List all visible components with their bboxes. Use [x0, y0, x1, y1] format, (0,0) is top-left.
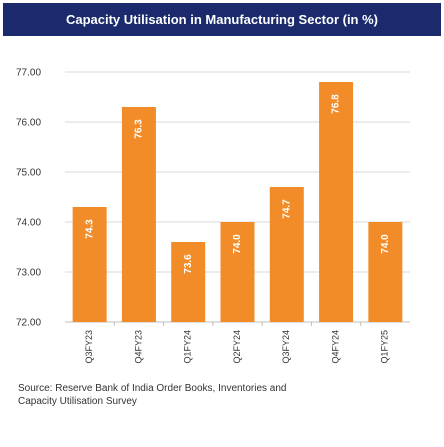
y-tick-label: 72.00 [16, 318, 41, 329]
data-label: 74.3 [84, 219, 95, 239]
x-tick-label: Q2FY24 [232, 330, 242, 364]
y-tick-label: 75.00 [16, 168, 41, 179]
source-line-1: Source: Reserve Bank of India Order Book… [18, 383, 287, 394]
data-label: 74.7 [281, 199, 292, 219]
data-label: 76.3 [134, 119, 145, 139]
bar [269, 187, 304, 322]
chart-title: Capacity Utilisation in Manufacturing Se… [3, 3, 441, 36]
y-axis-ticks: 72.00 73.00 74.00 75.00 76.00 77.00 [16, 68, 41, 329]
x-tick-label: Q1FY24 [183, 330, 193, 364]
x-tick-label: Q4FY24 [330, 330, 340, 364]
x-tick-label: Q3FY24 [281, 330, 291, 364]
y-tick-label: 74.00 [16, 218, 41, 229]
y-tick-label: 77.00 [16, 68, 41, 79]
data-label: 74.0 [380, 234, 391, 254]
x-tick-label: Q4FY23 [133, 330, 143, 364]
bar [319, 82, 354, 322]
data-label: 76.8 [331, 94, 342, 114]
source-note: Source: Reserve Bank of India Order Book… [18, 382, 418, 408]
bar [368, 222, 403, 322]
y-tick-label: 73.00 [16, 268, 41, 279]
bar [220, 222, 255, 322]
data-label: 74.0 [232, 234, 243, 254]
bar [171, 242, 206, 322]
x-tick-label: Q1FY25 [380, 330, 390, 364]
y-tick-label: 76.00 [16, 118, 41, 129]
data-label: 73.6 [183, 254, 194, 274]
x-tick-label: Q3FY23 [84, 330, 94, 364]
data-labels: 74.3 76.3 73.6 74.0 74.7 76.8 74.0 [84, 94, 391, 274]
bars [72, 82, 403, 322]
bar [72, 207, 107, 322]
source-line-2: Capacity Utilisation Survey [18, 396, 137, 407]
bar [121, 107, 156, 322]
x-axis-ticks: Q3FY23 Q4FY23 Q1FY24 Q2FY24 Q3FY24 Q4FY24 Q1FY… [84, 330, 390, 364]
